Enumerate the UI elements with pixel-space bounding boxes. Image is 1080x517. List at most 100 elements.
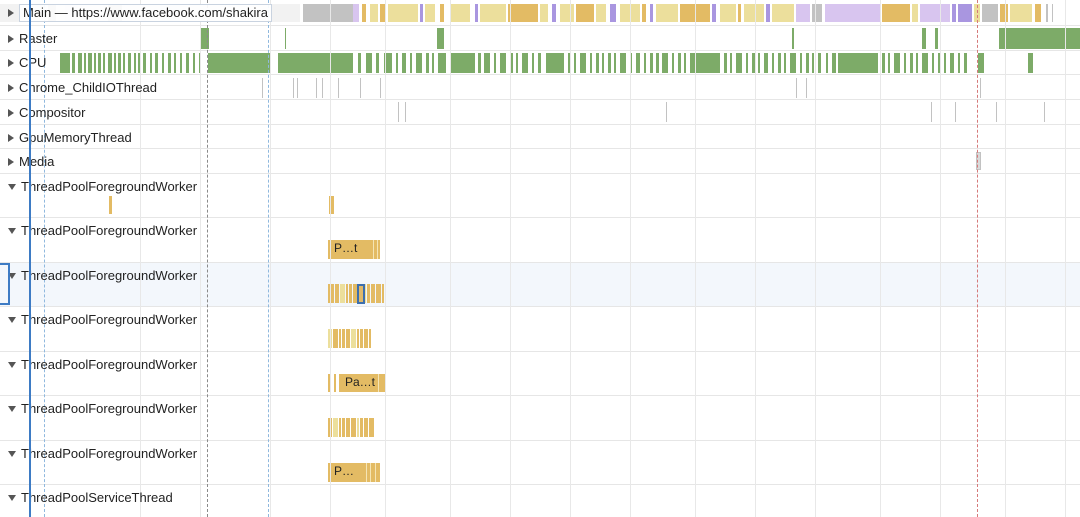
trace-slice[interactable] bbox=[656, 53, 659, 73]
trace-slice[interactable] bbox=[712, 4, 716, 22]
expand-triangle-icon[interactable] bbox=[8, 35, 14, 43]
trace-slice[interactable] bbox=[812, 4, 822, 22]
trace-slice[interactable] bbox=[364, 418, 368, 437]
trace-slice[interactable] bbox=[450, 4, 470, 22]
worker-slices[interactable]: Pa…t bbox=[0, 374, 1080, 392]
trace-slice[interactable] bbox=[552, 4, 556, 22]
track-cpu[interactable]: CPU bbox=[0, 51, 1080, 75]
trace-slice[interactable] bbox=[894, 53, 900, 73]
expand-triangle-icon[interactable] bbox=[8, 59, 14, 67]
trace-slice[interactable] bbox=[60, 53, 70, 73]
trace-slice[interactable] bbox=[636, 53, 640, 73]
track-main[interactable]: Main — https://www.facebook.com/shakira bbox=[0, 0, 1080, 26]
trace-slice[interactable] bbox=[346, 284, 348, 303]
trace-slice[interactable] bbox=[766, 4, 770, 22]
trace-slice[interactable] bbox=[684, 53, 686, 73]
trace-slice[interactable] bbox=[818, 53, 821, 73]
trace-slice[interactable] bbox=[484, 53, 490, 73]
trace-slice[interactable] bbox=[432, 53, 434, 73]
trace-slice[interactable] bbox=[138, 53, 140, 73]
trace-slice[interactable] bbox=[362, 4, 366, 22]
trace-slice[interactable] bbox=[186, 53, 189, 73]
trace-slice[interactable] bbox=[620, 53, 626, 73]
trace-slice[interactable] bbox=[912, 4, 918, 22]
collapse-triangle-icon[interactable] bbox=[8, 228, 16, 234]
track-chrome-childio-thread[interactable]: Chrome_ChildIOThread bbox=[0, 75, 1080, 100]
trace-slice[interactable] bbox=[193, 53, 195, 73]
expand-triangle-icon[interactable] bbox=[8, 109, 14, 117]
trace-slice[interactable] bbox=[538, 53, 541, 73]
worker-slices[interactable] bbox=[0, 418, 1080, 437]
trace-slice[interactable] bbox=[922, 53, 928, 73]
trace-slice[interactable] bbox=[108, 53, 112, 73]
trace-slice[interactable] bbox=[340, 284, 345, 303]
expand-triangle-icon[interactable] bbox=[8, 84, 14, 92]
trace-slice[interactable] bbox=[790, 53, 796, 73]
trace-slice[interactable] bbox=[752, 53, 755, 73]
trace-slice[interactable] bbox=[904, 53, 906, 73]
trace-slice[interactable] bbox=[540, 4, 548, 22]
collapse-triangle-icon[interactable] bbox=[8, 273, 16, 279]
trace-slice[interactable] bbox=[358, 53, 361, 73]
trace-slice[interactable] bbox=[882, 4, 910, 22]
trace-slice[interactable] bbox=[331, 284, 334, 303]
worker-slices[interactable] bbox=[0, 284, 1080, 303]
trace-slice[interactable] bbox=[134, 53, 136, 73]
trace-slice[interactable] bbox=[800, 53, 802, 73]
trace-slice[interactable] bbox=[388, 4, 418, 22]
trace-slice[interactable] bbox=[480, 4, 506, 22]
track-thread-pool-fg-worker[interactable]: P…t ThreadPoolForegroundWorker bbox=[0, 218, 1080, 263]
trace-slice[interactable] bbox=[303, 4, 353, 22]
trace-slice[interactable] bbox=[370, 4, 378, 22]
trace-slice[interactable] bbox=[333, 418, 338, 437]
trace-slice[interactable] bbox=[764, 53, 768, 73]
trace-slice[interactable] bbox=[438, 53, 446, 73]
trace-slice[interactable] bbox=[838, 53, 878, 73]
track-thread-pool-fg-worker-selected[interactable]: ThreadPoolForegroundWorker bbox=[0, 263, 1080, 307]
track-thread-pool-service-thread[interactable]: ThreadPoolServiceThread bbox=[0, 485, 1080, 517]
trace-slice[interactable] bbox=[143, 53, 146, 73]
childio-slices[interactable] bbox=[0, 78, 1080, 98]
track-raster[interactable]: Raster bbox=[0, 26, 1080, 51]
trace-slice[interactable] bbox=[500, 53, 506, 73]
track-thread-pool-fg-worker[interactable]: ThreadPoolForegroundWorker bbox=[0, 174, 1080, 218]
trace-slice[interactable] bbox=[328, 284, 330, 303]
cpu-activity-bars[interactable] bbox=[0, 53, 1080, 73]
trace-slice[interactable] bbox=[650, 4, 653, 22]
trace-slice[interactable] bbox=[832, 53, 836, 73]
trace-slice[interactable] bbox=[678, 53, 681, 73]
trace-slice[interactable] bbox=[382, 284, 384, 303]
trace-slice[interactable] bbox=[1010, 4, 1032, 22]
trace-slice[interactable] bbox=[758, 53, 760, 73]
trace-slice[interactable] bbox=[367, 284, 370, 303]
track-thread-pool-fg-worker[interactable]: Pa…t ThreadPoolForegroundWorker bbox=[0, 352, 1080, 396]
trace-slice[interactable] bbox=[1035, 4, 1041, 22]
trace-slice[interactable] bbox=[384, 53, 392, 73]
trace-slice[interactable] bbox=[730, 53, 732, 73]
trace-slice[interactable] bbox=[180, 53, 182, 73]
trace-slice[interactable] bbox=[744, 4, 764, 22]
trace-slice[interactable] bbox=[932, 53, 934, 73]
trace-slice[interactable] bbox=[602, 53, 604, 73]
trace-slice[interactable] bbox=[94, 53, 96, 73]
expand-triangle-icon[interactable] bbox=[8, 9, 14, 17]
trace-slice[interactable] bbox=[778, 53, 781, 73]
trace-slice[interactable] bbox=[357, 418, 359, 437]
trace-slice[interactable] bbox=[425, 4, 435, 22]
trace-slice[interactable] bbox=[826, 53, 828, 73]
trace-slice[interactable] bbox=[155, 53, 158, 73]
trace-slice[interactable] bbox=[494, 53, 496, 73]
trace-slice[interactable] bbox=[746, 53, 748, 73]
trace-slice[interactable] bbox=[335, 284, 339, 303]
trace-slice[interactable] bbox=[369, 418, 374, 437]
trace-slice[interactable] bbox=[952, 4, 956, 22]
trace-slice[interactable] bbox=[366, 53, 372, 73]
trace-slice[interactable] bbox=[736, 53, 742, 73]
trace-slice[interactable] bbox=[357, 329, 359, 348]
trace-slice[interactable] bbox=[360, 329, 363, 348]
trace-slice[interactable] bbox=[958, 53, 960, 73]
trace-slice[interactable] bbox=[78, 53, 82, 73]
trace-slice[interactable] bbox=[796, 4, 810, 22]
trace-slice[interactable] bbox=[346, 418, 350, 437]
trace-slice[interactable] bbox=[916, 53, 918, 73]
